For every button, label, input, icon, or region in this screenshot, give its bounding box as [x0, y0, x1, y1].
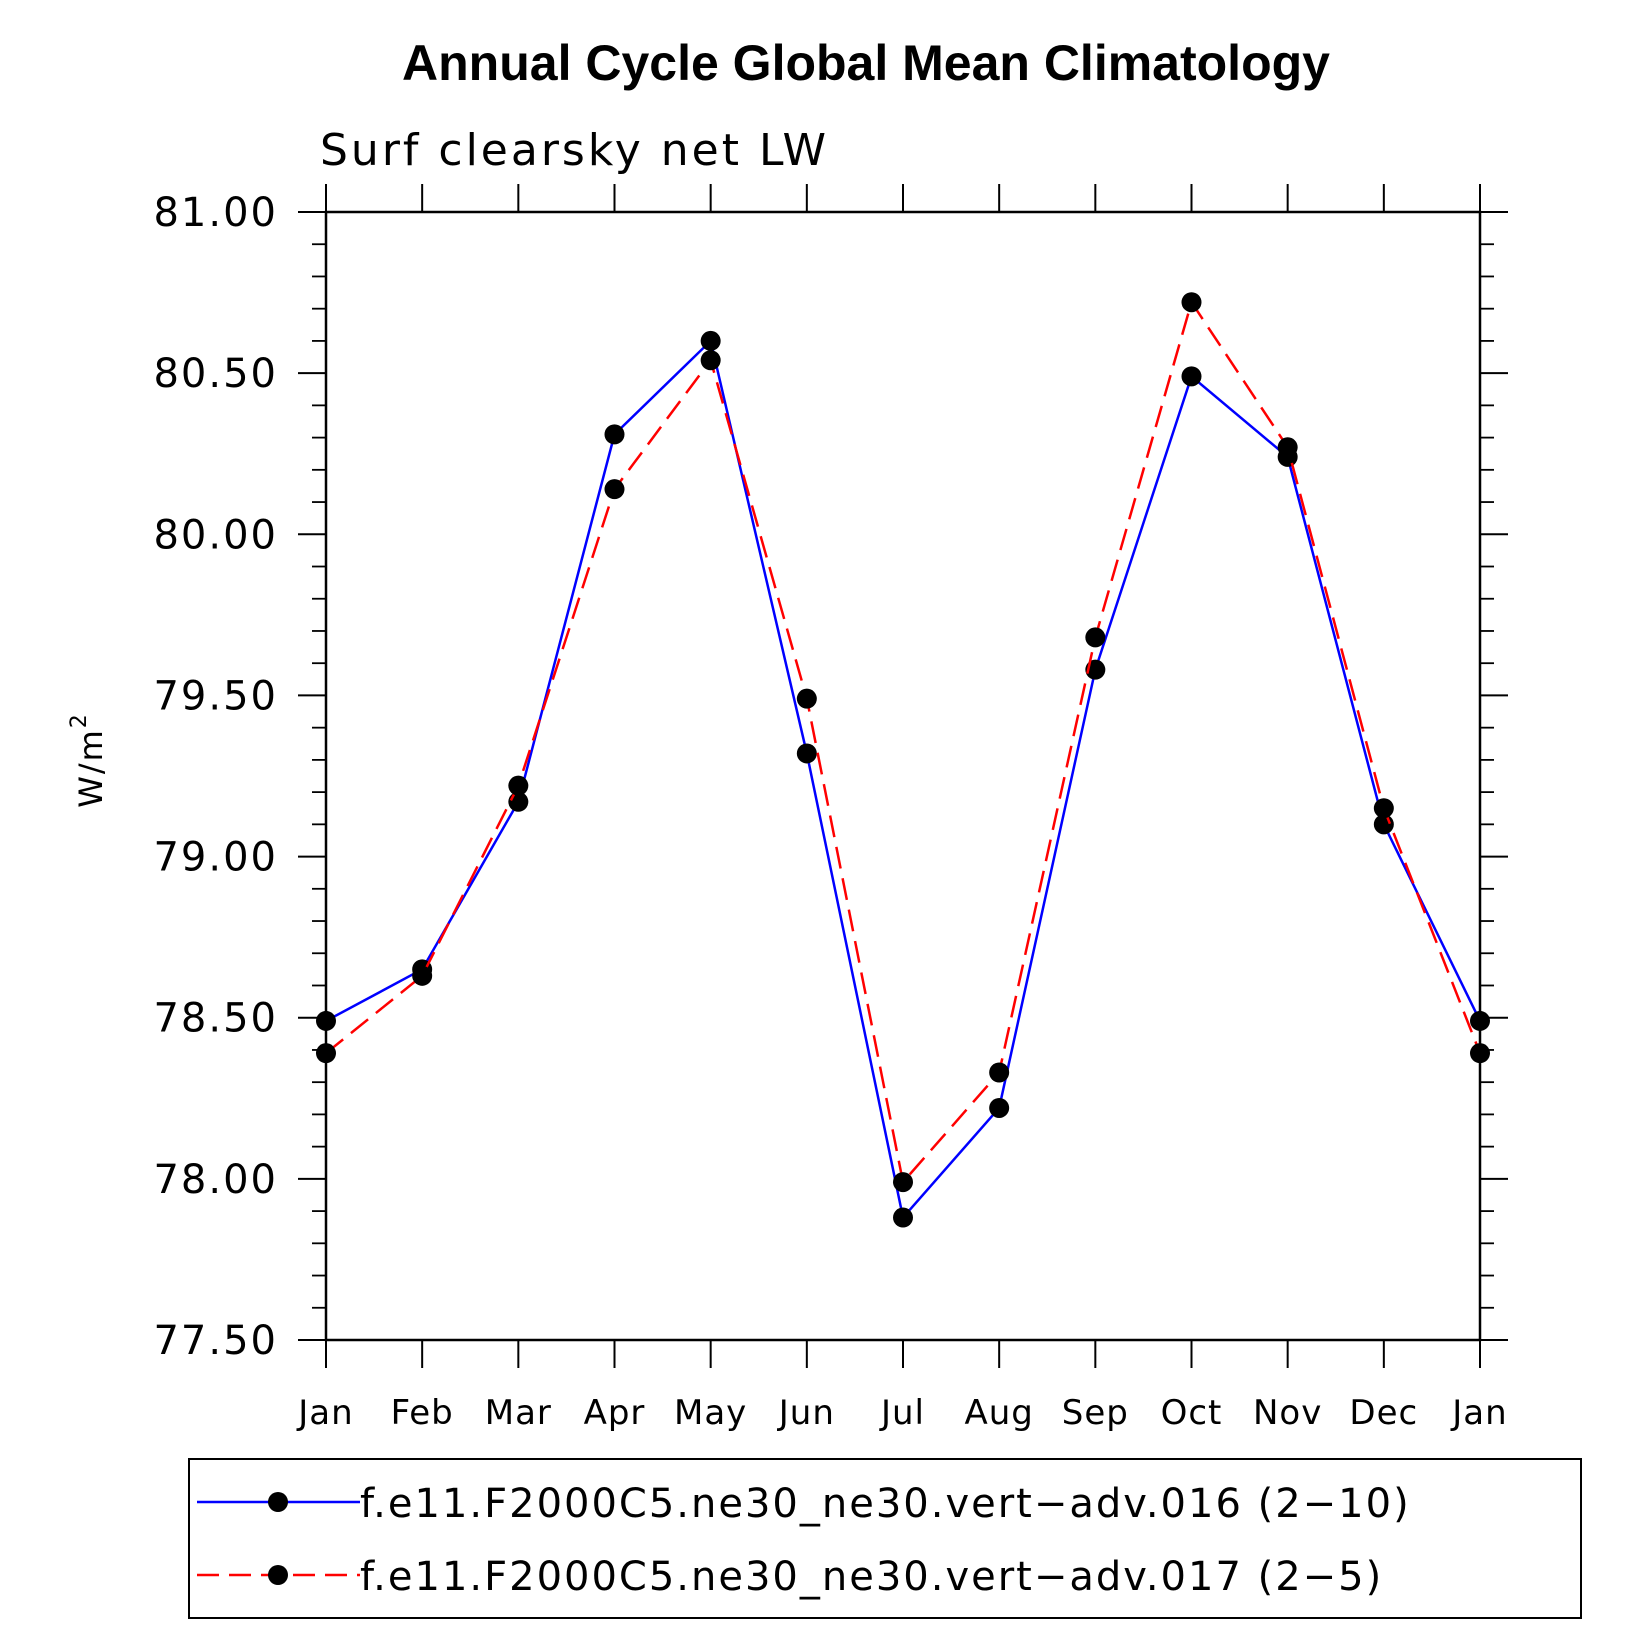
x-tick-label: May [674, 1393, 747, 1433]
legend-items: f.e11.F2000C5.ne30_ne30.vert−adv.016 (2−… [197, 1481, 1411, 1600]
x-tick-label: Jan [1450, 1393, 1507, 1433]
x-tick-label: Jun [777, 1393, 835, 1433]
data-point [604, 424, 625, 445]
data-point [1470, 1043, 1490, 1064]
data-point [1181, 366, 1202, 387]
x-tick-label: Apr [584, 1393, 646, 1433]
x-tick-label: Feb [391, 1393, 454, 1433]
series-1 [316, 330, 1490, 1228]
legend-label: f.e11.F2000C5.ne30_ne30.vert−adv.017 (2−… [360, 1554, 1383, 1600]
data-point [508, 775, 529, 796]
series-line [325, 338, 1482, 1221]
y-tick-label: 80.00 [153, 512, 278, 558]
data-point [700, 330, 721, 351]
legend-box [188, 1458, 1582, 1619]
data-point [1085, 627, 1106, 648]
x-tick-label: Nov [1253, 1393, 1322, 1433]
x-tick-label: Sep [1062, 1393, 1129, 1433]
y-tick-label: 78.00 [153, 1157, 278, 1203]
series-line [325, 299, 1482, 1185]
data-point [700, 350, 721, 371]
legend-item: f.e11.F2000C5.ne30_ne30.vert−adv.017 (2−… [197, 1554, 1383, 1600]
y-tick-label: 77.50 [153, 1318, 278, 1364]
data-point [412, 965, 433, 986]
data-point [893, 1207, 913, 1228]
legend-marker [268, 1565, 288, 1585]
y-axis-label: W/m2 [67, 712, 110, 808]
data-point [316, 1010, 336, 1031]
y-axis-label-base: W/m [72, 728, 110, 808]
plot-axes: 77.50 78.00 78.50 79.00 79.50 80.00 80.50 81.00… [153, 184, 1508, 1433]
data-point [989, 1097, 1010, 1118]
x-tick-label: Oct [1161, 1393, 1223, 1433]
series-2 [316, 292, 1490, 1193]
x-tick-label: Mar [485, 1393, 552, 1433]
y-tick-label: 81.00 [153, 190, 278, 236]
chart-title: Annual Cycle Global Mean Climatology [402, 35, 1330, 91]
data-point [1373, 798, 1394, 819]
data-point [1470, 1010, 1490, 1031]
y-tick-label: 79.00 [153, 835, 278, 881]
data-point [1277, 437, 1298, 458]
y-tick-label: 78.50 [153, 996, 278, 1042]
plot-frame [324, 210, 1482, 1342]
data-point [893, 1172, 913, 1193]
y-axis-label-superscript: 2 [67, 712, 92, 728]
data-point [796, 688, 817, 709]
legend-marker [268, 1492, 288, 1512]
legend-label: f.e11.F2000C5.ne30_ne30.vert−adv.016 (2−… [360, 1481, 1411, 1527]
x-tick-label: Jan [296, 1393, 353, 1433]
y-tick-label: 79.50 [153, 673, 278, 719]
y-tick-label: 80.50 [153, 351, 278, 397]
data-point [796, 743, 817, 764]
legend-item: f.e11.F2000C5.ne30_ne30.vert−adv.016 (2−… [197, 1481, 1411, 1527]
x-tick-label: Dec [1349, 1393, 1418, 1433]
data-point [1181, 292, 1202, 313]
chart-subtitle: Surf clearsky net LW [320, 125, 829, 176]
x-tick-label: Jul [879, 1393, 925, 1433]
series-layer [316, 292, 1490, 1228]
legend: f.e11.F2000C5.ne30_ne30.vert−adv.016 (2−… [188, 1458, 1582, 1619]
data-point [604, 479, 625, 500]
x-tick-label: Aug [964, 1393, 1033, 1433]
data-point [316, 1043, 336, 1064]
data-point [989, 1062, 1010, 1083]
